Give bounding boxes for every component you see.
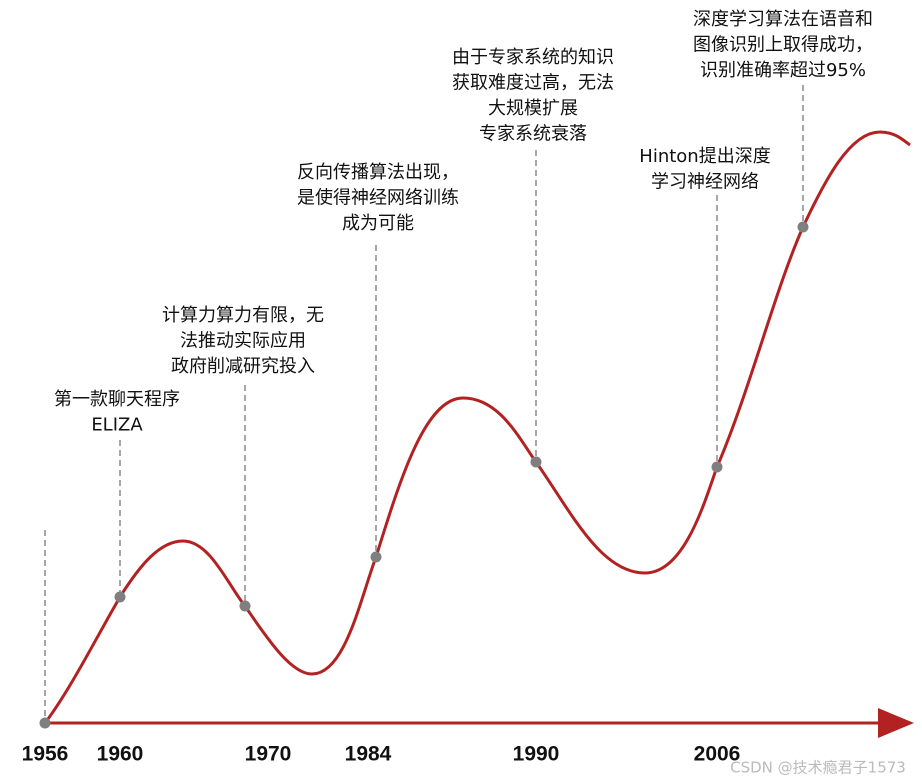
event-text: 专家系统衰落 <box>479 124 587 145</box>
event-point <box>797 221 809 233</box>
year-label: 1970 <box>245 743 292 766</box>
event-text: 由于专家系统的知识 <box>452 47 614 68</box>
trend-curve <box>43 130 911 724</box>
event-text: 获取难度过高，无法 <box>452 73 614 94</box>
event-text: 是使得神经网络训练 <box>297 188 459 209</box>
event-text: 政府削减研究投入 <box>171 356 315 377</box>
event-point <box>370 551 382 563</box>
event-point <box>114 591 126 603</box>
watermark: CSDN @技术瘾君子1573 <box>730 759 906 777</box>
event-text: 成为可能 <box>342 213 414 234</box>
year-label: 1990 <box>513 743 560 766</box>
event-text: 法推动实际应用 <box>180 331 306 352</box>
year-label: 2006 <box>694 743 741 766</box>
event-text: 第一款聊天程序 <box>54 389 180 410</box>
events: 1956 第一款聊天程序 ELIZA 1960 计算力算力有限，无法推动实际应用政府削减… <box>22 9 873 766</box>
event-text: 计算力算力有限，无 <box>162 305 324 326</box>
event-point <box>711 461 723 473</box>
year-label: 1960 <box>97 743 144 766</box>
event-point <box>239 600 251 612</box>
year-label: 1984 <box>345 743 392 766</box>
event-text: 学习神经网络 <box>651 172 759 193</box>
event-text: ELIZA <box>91 415 143 436</box>
year-label: 1956 <box>22 743 69 766</box>
event-text: Hinton提出深度 <box>639 146 770 167</box>
event-text: 图像识别上取得成功， <box>693 35 873 56</box>
event-point <box>39 717 51 729</box>
event-text: 反向传播算法出现， <box>297 162 459 183</box>
event-text: 识别准确率超过95% <box>700 60 866 81</box>
event-text: 大规模扩展 <box>488 98 578 119</box>
event-point <box>530 456 542 468</box>
event-text: 深度学习算法在语音和 <box>693 9 873 30</box>
